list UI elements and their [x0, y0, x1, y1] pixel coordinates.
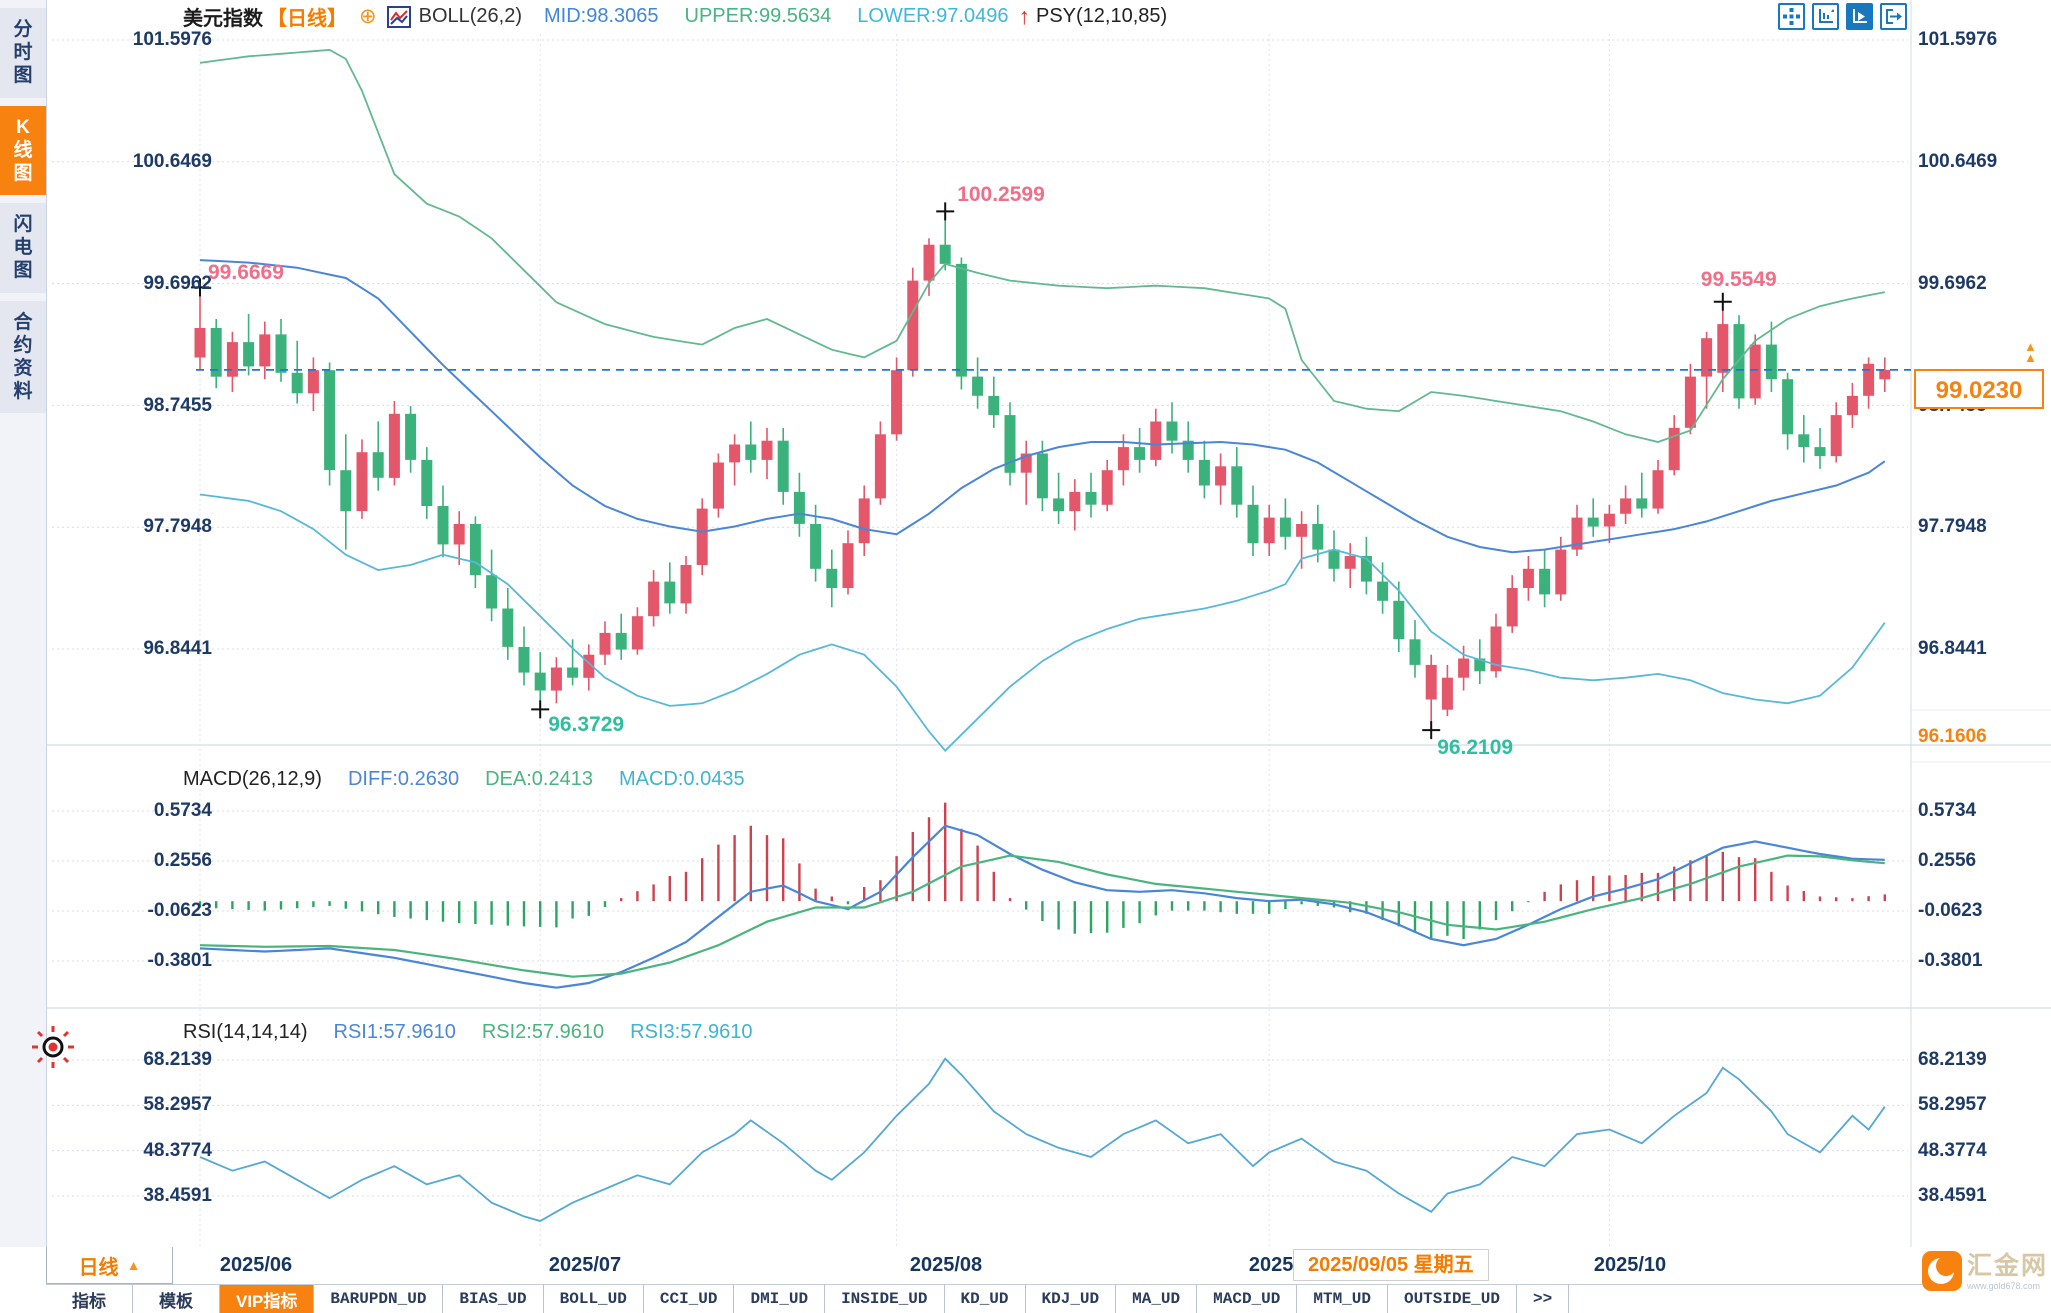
- rsi-axis-label: 58.2957: [1918, 1094, 1987, 1115]
- rsi-title: RSI(14,14,14): [183, 1021, 308, 1043]
- y-axis-label: 100.6469: [132, 151, 212, 172]
- tab-kd-ud[interactable]: KD_UD: [945, 1285, 1026, 1313]
- psy-label: PSY(12,10,85): [1035, 5, 1168, 27]
- current-price-badge: 99.0230: [1914, 369, 2044, 409]
- indicator-tab-bar: 指标 模板 VIP指标 BARUPDN_UD BIAS_UD BOLL_UD C…: [46, 1285, 2051, 1313]
- macd-axis-label: 0.2556: [1918, 850, 1977, 871]
- y-axis-label: 97.7948: [1918, 516, 1987, 537]
- x-axis-month: 2025/07: [548, 1254, 622, 1276]
- macd-axis-label: -0.3801: [147, 950, 212, 971]
- circle-plus-icon[interactable]: ⊕: [359, 5, 377, 28]
- exit-panel-icon[interactable]: [1880, 3, 1907, 30]
- y-axis-label: 96.8441: [143, 638, 212, 659]
- y-axis-label: 99.6962: [1918, 273, 1987, 294]
- tab-ma-ud[interactable]: MA_UD: [1116, 1285, 1198, 1313]
- tab-bias-ud[interactable]: BIAS_UD: [443, 1285, 544, 1313]
- tab-indicators[interactable]: 指标: [46, 1285, 133, 1313]
- red-up-arrow-icon: ↑: [1018, 3, 1030, 29]
- rsi-axis-label: 68.2139: [143, 1049, 212, 1070]
- rsi-axis-label: 38.4591: [143, 1185, 212, 1206]
- annotation-low: 96.2109: [1437, 736, 1514, 760]
- period-tag: 【日线】: [267, 8, 347, 30]
- y-axis-label: 100.6469: [1918, 151, 1998, 172]
- rsi-header: RSI(14,14,14) RSI1:57.9610 RSI2:57.9610 …: [183, 1021, 753, 1044]
- annotation-high: 99.6669: [208, 261, 284, 285]
- chart-toolbar: [1778, 3, 1907, 30]
- annotation-high: 100.2599: [957, 183, 1045, 207]
- tab-macd-ud[interactable]: MACD_UD: [1197, 1285, 1298, 1313]
- rsi2-value: RSI2:57.9610: [481, 1021, 605, 1043]
- sidebar-item-flash[interactable]: 闪电图: [0, 203, 46, 293]
- logo-icon: [1922, 1251, 1962, 1291]
- annotation-low: 96.3729: [548, 713, 625, 737]
- axis-play-icon[interactable]: [1846, 3, 1873, 30]
- macd-hist-value: MACD:0.0435: [618, 768, 745, 790]
- logo-url: www.gold678.com: [1967, 1281, 2041, 1291]
- boll-upper-value: UPPER:99.5634: [684, 5, 832, 27]
- rsi-axis-label: 48.3774: [1918, 1140, 1987, 1161]
- macd-header: MACD(26,12,9) DIFF:0.2630 DEA:0.2413 MAC…: [183, 768, 745, 791]
- tab-cci-ud[interactable]: CCI_UD: [644, 1285, 735, 1313]
- boll-lower-value: LOWER:97.0496: [857, 5, 1009, 27]
- logo-name: 汇金网: [1967, 1252, 2049, 1280]
- y-axis-label: 96.8441: [1918, 638, 1987, 659]
- tab-boll-ud[interactable]: BOLL_UD: [544, 1285, 644, 1313]
- sun-marker-icon: [32, 1026, 74, 1068]
- macd-title: MACD(26,12,9): [183, 768, 322, 790]
- crosshair-date-tooltip: 2025/09/05 星期五: [1293, 1249, 1489, 1281]
- axis-scale-icon[interactable]: [1812, 3, 1839, 30]
- macd-diff-value: DIFF:0.2630: [347, 768, 460, 790]
- tab-templates[interactable]: 模板: [133, 1285, 220, 1313]
- macd-axis-label: 0.5734: [153, 800, 212, 821]
- sidebar-item-kline[interactable]: K线图: [0, 105, 46, 196]
- pan-crosshair-icon[interactable]: [1778, 3, 1805, 30]
- chart-header: 美元指数 【日线】 ⊕ BOLL(26,2) MID:98.3065 UPPER…: [46, 0, 2051, 33]
- rsi3-value: RSI3:57.9610: [630, 1021, 753, 1043]
- x-axis-row: 日线 ▲ 2025/06 2025/07 2025/08 2025/09 202…: [46, 1247, 2051, 1285]
- tab-vip-indicators[interactable]: VIP指标: [220, 1285, 315, 1313]
- x-axis-month: 2025/10: [1593, 1254, 1667, 1276]
- tab-kdj-ud[interactable]: KDJ_UD: [1026, 1285, 1117, 1313]
- tab-mtm-ud[interactable]: MTM_UD: [1297, 1285, 1388, 1313]
- triangle-up-icon: ▲: [126, 1257, 141, 1273]
- site-logo: 汇金网 www.gold678.com: [1922, 1248, 2051, 1312]
- tab-outside-ud[interactable]: OUTSIDE_UD: [1388, 1285, 1517, 1313]
- macd-axis-label: 0.5734: [1918, 800, 1977, 821]
- annotation-high: 99.5549: [1700, 267, 1777, 291]
- macd-axis-label: -0.0623: [1918, 900, 1983, 921]
- sidebar: 分时图 K线图 闪电图 合约资料: [0, 0, 47, 1247]
- y-axis-label: 101.5976: [132, 29, 212, 50]
- macd-dea-value: DEA:0.2413: [485, 768, 593, 790]
- rsi-axis-label: 38.4591: [1918, 1185, 1987, 1206]
- macd-axis-label: 0.2556: [153, 850, 212, 871]
- mini-chart-icon: [386, 5, 411, 28]
- y-axis-label: 98.7455: [143, 395, 212, 416]
- y-axis-label: 99.6962: [143, 273, 212, 294]
- rsi-axis-label: 48.3774: [143, 1140, 212, 1161]
- tab-more[interactable]: >>: [1517, 1285, 1570, 1313]
- sidebar-item-contract-info[interactable]: 合约资料: [0, 300, 46, 414]
- period-selector[interactable]: 日线 ▲: [46, 1247, 173, 1284]
- tab-dmi-ud[interactable]: DMI_UD: [734, 1285, 826, 1313]
- rsi-axis-label: 58.2957: [143, 1094, 212, 1115]
- tab-barupdn-ud[interactable]: BARUPDN_UD: [314, 1285, 444, 1313]
- rsi1-value: RSI1:57.9610: [333, 1021, 456, 1043]
- range-low-label: 96.1606: [1918, 726, 1987, 747]
- rsi-axis-label: 68.2139: [1918, 1049, 1987, 1070]
- x-axis-month: 2025/06: [219, 1254, 293, 1276]
- x-axis-month: 2025/08: [909, 1254, 983, 1276]
- macd-axis-label: -0.3801: [1918, 950, 1983, 971]
- sidebar-item-timeshare[interactable]: 分时图: [0, 8, 46, 98]
- y-axis-label: 97.7948: [143, 516, 212, 537]
- boll-label: BOLL(26,2): [418, 5, 522, 27]
- tab-inside-ud[interactable]: INSIDE_UD: [825, 1285, 945, 1313]
- macd-axis-label: -0.0623: [147, 900, 212, 921]
- price-badge-arrows-icon: ▲ ▲: [2024, 339, 2037, 365]
- boll-mid-value: MID:98.3065: [544, 5, 659, 27]
- y-axis-label: 101.5976: [1918, 29, 1998, 50]
- symbol-name: 美元指数: [183, 8, 263, 30]
